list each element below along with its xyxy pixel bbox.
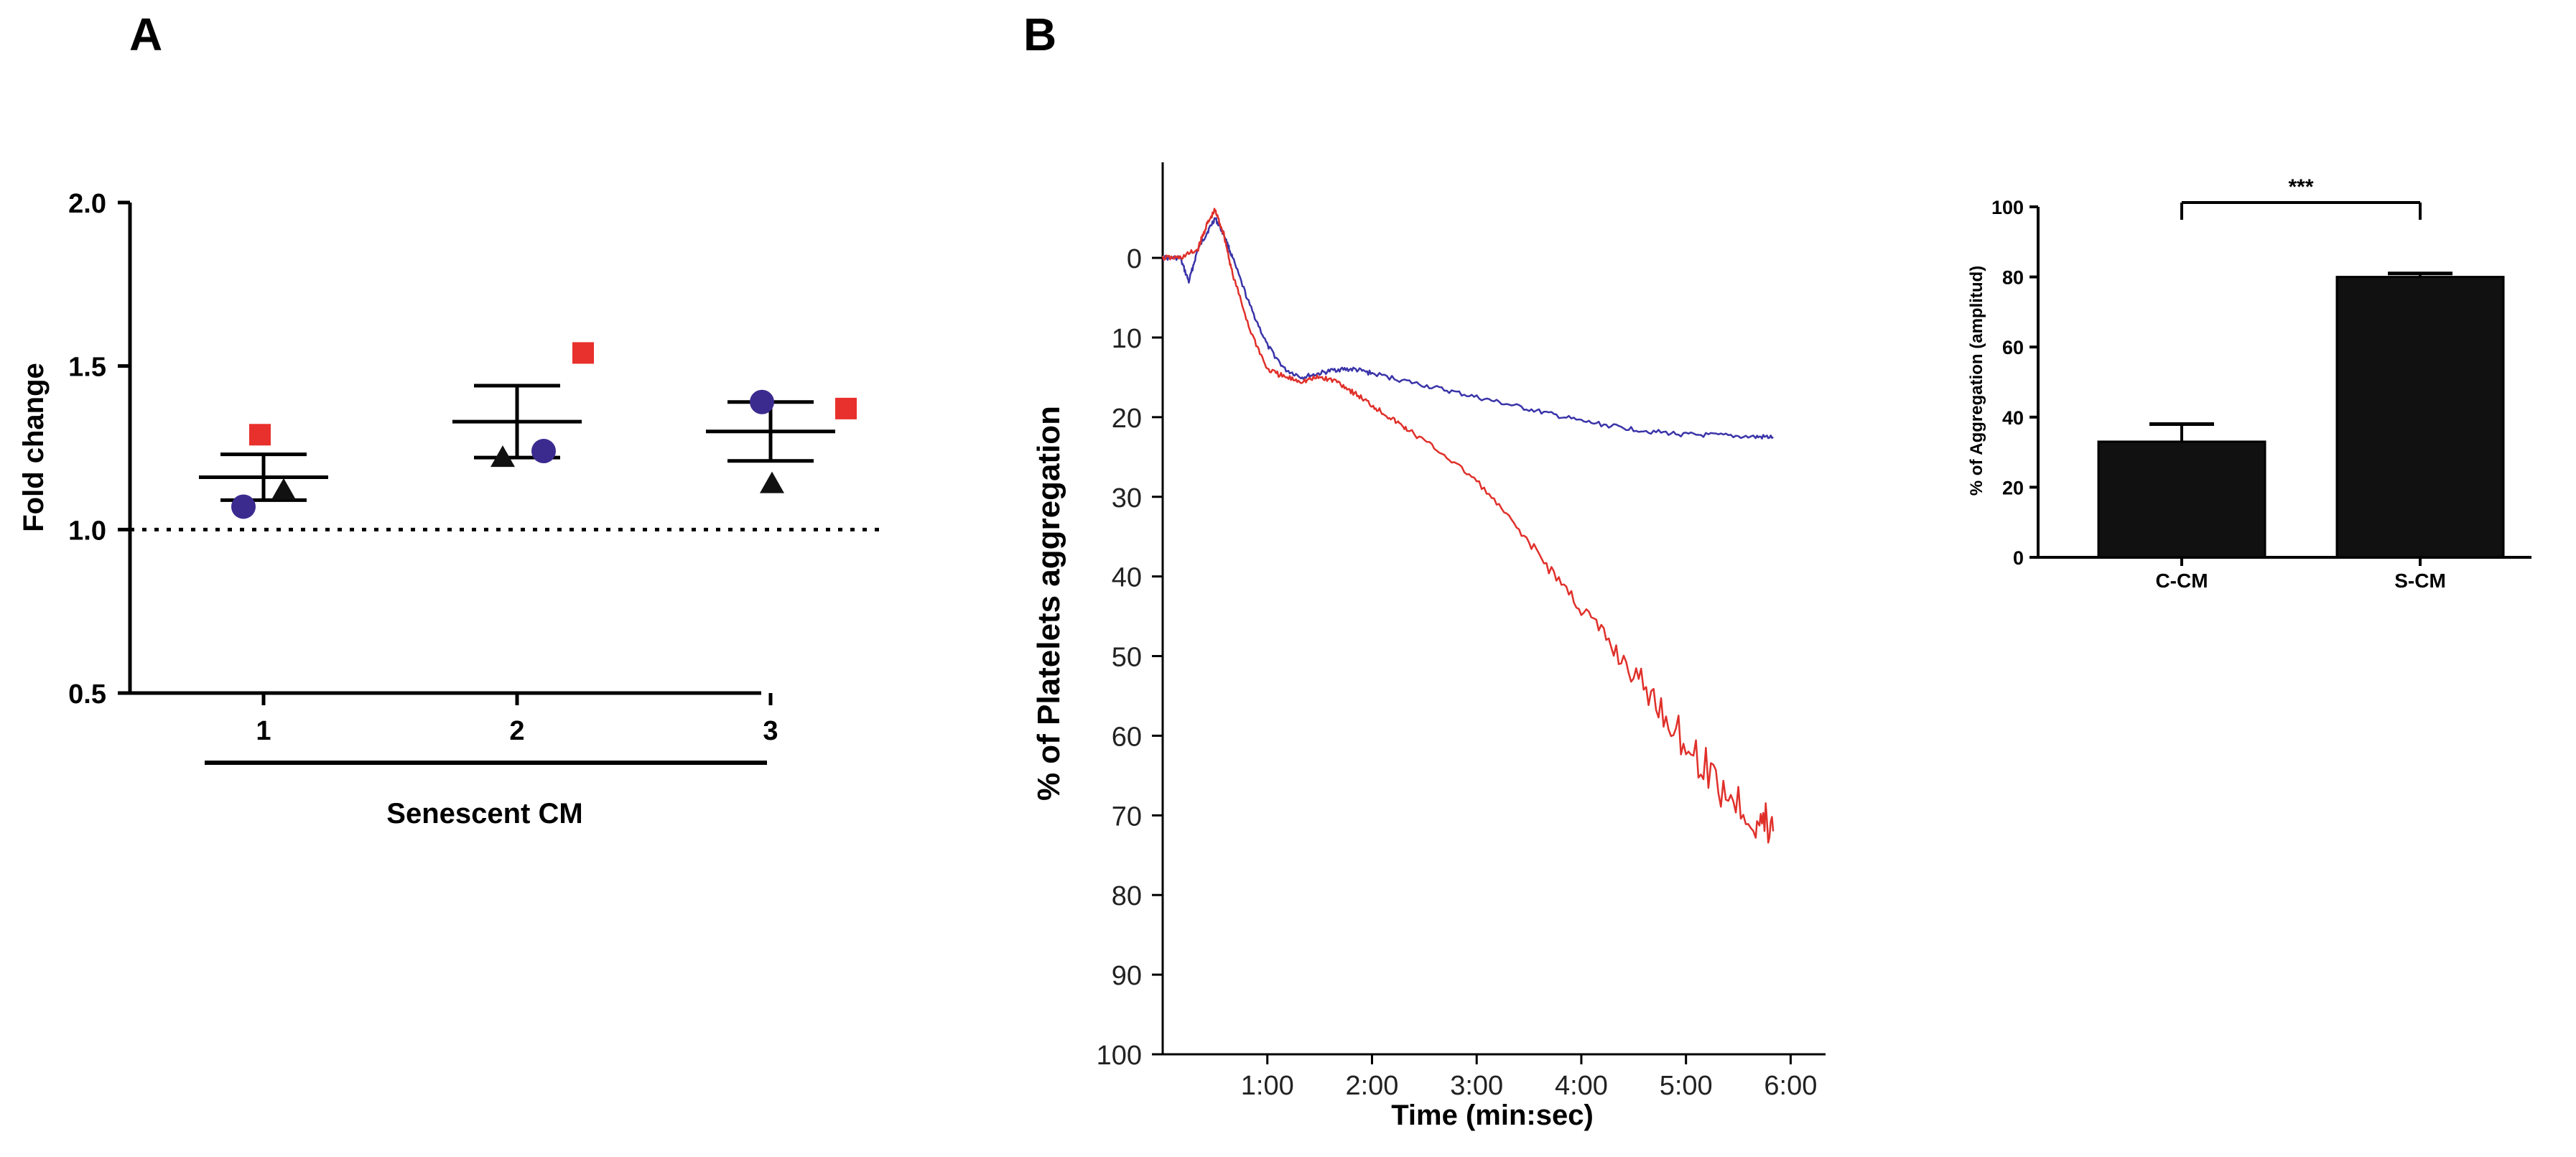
chart-b-series-blue: [1162, 217, 1774, 440]
chart-c-ytick-label: 60: [2002, 337, 2024, 358]
chart-a-ylabel: Fold change: [18, 363, 50, 532]
chart-b-xtick-label: 4:00: [1555, 1071, 1608, 1101]
chart-a-point-circle: [231, 494, 256, 519]
chart-b-ytick-label: 60: [1112, 722, 1142, 752]
chart-a-xtick-label: 2: [509, 716, 524, 746]
chart-a-point-triangle: [490, 445, 515, 468]
chart-b-ytick-label: 70: [1112, 801, 1142, 832]
chart-c-ytick-label: 20: [2002, 477, 2024, 498]
chart-b-ytick-label: 90: [1112, 961, 1142, 991]
chart-c-ylabel: % of Aggregation (amplitud): [1967, 266, 1986, 496]
panel-letter-b: B: [1023, 9, 1056, 60]
panel-letter-a: A: [129, 9, 162, 60]
chart-b-ytick-label: 80: [1112, 881, 1142, 911]
chart-b-xtick-label: 5:00: [1660, 1071, 1713, 1101]
chart-b-xtick-label: 3:00: [1450, 1071, 1503, 1101]
chart-a-point-square: [249, 424, 271, 446]
chart-c-ytick-label: 40: [2002, 407, 2024, 429]
chart-a-point-circle: [750, 389, 774, 414]
chart-a-point-square: [572, 342, 594, 364]
chart-a-ytick-label: 1.0: [68, 516, 106, 546]
chart-c-bar: [2335, 276, 2505, 559]
chart-a-xtick-label: 3: [763, 716, 778, 746]
chart-b-trace: % of Platelets aggregation Time (min:sec…: [1031, 162, 1826, 1131]
chart-b-ytick-label: 20: [1112, 404, 1142, 434]
chart-a-point-triangle: [760, 471, 784, 493]
chart-b-ytick-label: 50: [1112, 643, 1142, 673]
significance-stars: ***: [2288, 175, 2313, 199]
chart-a-ytick-label: 0.5: [68, 679, 106, 710]
chart-b-ytick-label: 30: [1112, 483, 1142, 514]
chart-b-bar: % of Aggregation (amplitud) *** 0 20 40 60 8…: [1967, 175, 2531, 592]
chart-b-ytick-label: 100: [1097, 1041, 1142, 1071]
chart-a-xlabel: Senescent CM: [386, 798, 582, 830]
chart-c-ytick-label: 0: [2013, 547, 2024, 569]
chart-b-ytick-label: 40: [1112, 563, 1142, 593]
chart-a-point-square: [835, 397, 857, 419]
chart-a-ytick-label: 1.5: [68, 353, 106, 383]
chart-b-series-red: [1161, 208, 1775, 844]
chart-a-ytick-label: 2.0: [68, 189, 106, 219]
chart-a-point-triangle: [271, 478, 296, 500]
chart-c-ytick-label: 100: [1991, 197, 2024, 218]
chart-c-bar: [2097, 440, 2266, 559]
chart-a: Fold change Senescent CM 0.5 1.0 1.5 2.0 1 2 3: [18, 189, 880, 830]
chart-b-ytick-label: 10: [1112, 324, 1142, 354]
chart-c-xtick-label: C-CM: [2155, 570, 2208, 592]
chart-b-xlabel: Time (min:sec): [1391, 1100, 1594, 1131]
chart-c-ytick-label: 80: [2002, 267, 2024, 289]
chart-b-ylabel: % of Platelets aggregation: [1031, 406, 1066, 801]
chart-a-point-circle: [531, 439, 556, 464]
chart-a-xtick-label: 1: [256, 716, 271, 746]
chart-b-xtick-label: 1:00: [1241, 1071, 1294, 1101]
chart-b-xtick-label: 6:00: [1764, 1071, 1817, 1101]
chart-c-xtick-label: S-CM: [2394, 570, 2446, 592]
chart-b-xtick-label: 2:00: [1345, 1071, 1398, 1101]
chart-b-ytick-label: 0: [1127, 244, 1142, 274]
